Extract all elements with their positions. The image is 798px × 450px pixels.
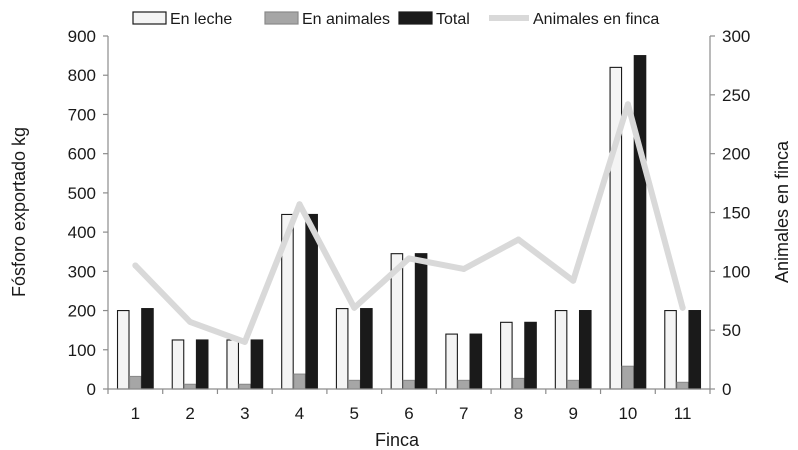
bar-en-animales-1: [129, 375, 142, 390]
left-tick-label: 800: [68, 66, 96, 85]
x-tick-label: 7: [459, 404, 468, 423]
bar-total-8: [524, 321, 537, 390]
legend-swatch: [264, 11, 299, 25]
bar-en-leche-11: [664, 310, 677, 390]
x-tick-label: 10: [618, 404, 637, 423]
bar-total-2: [195, 339, 209, 390]
bar-total-11: [688, 310, 702, 390]
left-tick-label: 400: [68, 223, 96, 242]
left-axis-ticks: 0 100 200 300 400 500 600 700 800 900: [68, 27, 108, 399]
y2-axis-title: Animales en finca: [772, 140, 792, 283]
bar-en-leche-7: [445, 333, 458, 390]
bar-total-3: [250, 339, 264, 390]
x-tick-label: 6: [404, 404, 413, 423]
line-layer: [132, 101, 686, 345]
line-point-6: [406, 255, 412, 262]
bar-total-7: [469, 333, 483, 390]
line-point-3: [241, 338, 248, 345]
x-axis-ticks: 1 2 3 4 5 6 7 8 9 10 11: [107, 389, 711, 423]
left-tick-label: 0: [87, 380, 96, 399]
bar-layer: [116, 55, 702, 390]
bar-en-leche-2: [171, 339, 185, 390]
bar-en-animales-2: [183, 383, 197, 390]
bar-en-leche-1: [116, 310, 130, 390]
bar-en-animales-3: [238, 383, 252, 390]
legend-item-animales-en-finca: Animales en finca: [489, 11, 659, 28]
x-tick-label: 4: [295, 404, 304, 423]
legend-label: En animales: [302, 11, 390, 28]
line-animales-en-finca: [132, 101, 686, 345]
right-tick-label: 50: [722, 321, 741, 340]
legend-label: Total: [436, 11, 470, 28]
bar-en-leche-8: [500, 321, 513, 390]
bar-en-animales-5: [347, 379, 361, 390]
bar-en-animales-6: [402, 379, 416, 390]
bar-en-leche-5: [335, 308, 349, 390]
line-point-2: [187, 318, 194, 325]
x-tick-label: 9: [568, 404, 577, 423]
legend-swatch: [398, 11, 433, 25]
line-point-7: [460, 265, 467, 272]
bar-total-1: [141, 308, 154, 390]
bar-en-animales-9: [566, 379, 580, 390]
left-tick-label: 900: [68, 27, 96, 46]
bar-en-animales-11: [676, 381, 689, 390]
y-axis-title: Fósforo exportado kg: [9, 127, 29, 297]
bar-en-animales-7: [457, 379, 471, 390]
x-tick-label: 11: [674, 404, 692, 423]
right-tick-label: 300: [722, 27, 750, 46]
legend-item-total: Total: [398, 11, 470, 28]
bar-en-animales-4: [293, 373, 306, 390]
bar-en-animales-8: [512, 377, 525, 390]
x-tick-label: 8: [514, 404, 523, 423]
line-point-8: [515, 236, 522, 243]
right-tick-label: 0: [722, 380, 731, 399]
bar-total-5: [360, 308, 373, 390]
left-tick-label: 100: [68, 341, 96, 360]
right-tick-label: 250: [722, 86, 750, 105]
bar-en-leche-3: [226, 339, 240, 390]
right-tick-label: 150: [722, 204, 750, 223]
legend-label: Animales en finca: [533, 11, 659, 28]
x-axis-title: Finca: [375, 430, 420, 450]
line-point-11: [679, 304, 686, 311]
x-tick-label: 2: [185, 404, 194, 423]
line-point-9: [570, 277, 577, 284]
legend-item-en-leche: En leche: [132, 11, 232, 28]
right-tick-label: 100: [722, 262, 750, 281]
left-tick-label: 300: [68, 262, 96, 281]
bar-total-9: [578, 310, 592, 390]
line-point-1: [132, 262, 139, 269]
line-point-10: [624, 101, 631, 108]
legend-swatch: [132, 11, 167, 25]
bar-total-10: [633, 55, 647, 390]
x-tick-label: 3: [240, 404, 249, 423]
left-tick-label: 600: [68, 145, 96, 164]
left-tick-label: 500: [68, 184, 96, 203]
legend-item-en-animales: En animales: [264, 11, 390, 28]
left-tick-label: 700: [68, 105, 96, 124]
bar-en-leche-10: [609, 66, 623, 390]
line-point-5: [351, 304, 358, 311]
legend-label: En leche: [170, 11, 232, 28]
right-axis-ticks: 0 50 100 150 200 250 300: [710, 27, 750, 399]
right-tick-label: 200: [722, 145, 750, 164]
x-tick-label: 5: [350, 404, 359, 423]
line-point-4: [296, 201, 303, 208]
left-tick-label: 200: [68, 302, 96, 321]
x-tick-label: 1: [131, 404, 140, 423]
bar-en-leche-9: [554, 310, 568, 390]
bar-en-animales-10: [621, 365, 635, 390]
bar-total-6: [414, 253, 428, 390]
legend: En leche En animales Total Animales en finc…: [132, 11, 659, 28]
